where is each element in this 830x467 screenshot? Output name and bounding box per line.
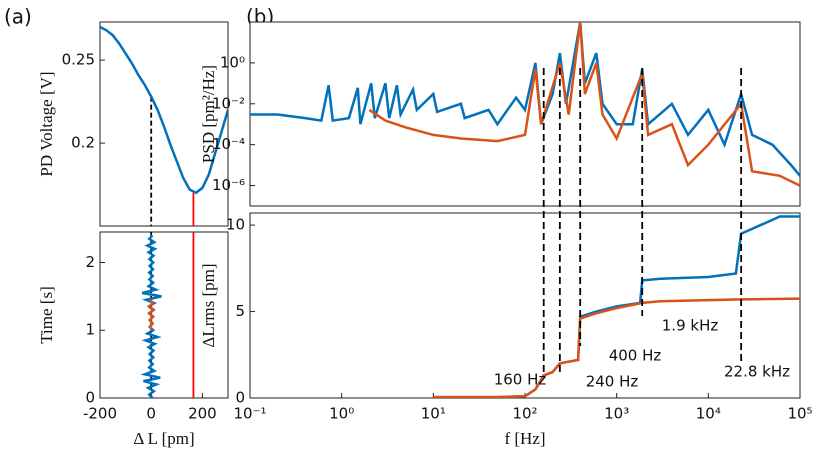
annotation: 400 Hz — [609, 347, 662, 365]
data-line — [100, 25, 228, 195]
y-axis-label: PSD [pm²/Hz] — [199, 65, 218, 163]
x-tick-label: 10² — [512, 405, 537, 423]
y-axis-label: ΔLrms [pm] — [199, 263, 218, 347]
y-tick-label: 5 — [235, 302, 245, 320]
x-axis-label: Δ L [pm] — [133, 429, 194, 448]
plot-frame — [249, 21, 801, 207]
y-tick-label: 10⁻⁶ — [212, 176, 245, 194]
x-tick-label: 10³ — [604, 405, 629, 423]
y-tick-label: 0 — [235, 389, 245, 407]
y-axis-label: Time [s] — [37, 286, 56, 343]
x-tick-label: 10⁵ — [787, 405, 812, 423]
data-line — [368, 22, 800, 187]
data-line — [146, 299, 156, 331]
x-tick-label: 10⁴ — [696, 405, 721, 423]
annotation: 240 Hz — [586, 373, 639, 391]
x-tick-label: 200 — [188, 405, 217, 423]
data-line — [433, 297, 800, 398]
x-tick-label: 10⁻¹ — [233, 405, 266, 423]
x-tick-label: 0 — [146, 405, 156, 423]
y-tick-label: 10⁻² — [212, 94, 245, 112]
x-axis-label: f [Hz] — [504, 429, 545, 448]
y-tick-label: 0.2 — [71, 134, 95, 152]
y-tick-label: 10 — [226, 216, 245, 234]
x-tick-label: 10⁰ — [329, 405, 354, 423]
y-tick-label: 10⁻⁴ — [212, 135, 245, 153]
plot-frame — [99, 231, 229, 399]
x-tick-label: -200 — [83, 405, 117, 423]
x-tick-label: 10¹ — [421, 405, 446, 423]
y-tick-label: 10⁰ — [220, 53, 245, 71]
plot-frame — [249, 212, 801, 399]
y-tick-label: 2 — [85, 253, 95, 271]
data-line — [250, 22, 800, 177]
y-axis-label: PD Voltage [V] — [37, 71, 56, 176]
y-tick-label: 1 — [85, 321, 95, 339]
annotation: 160 Hz — [494, 371, 547, 389]
y-tick-label: 0 — [85, 389, 95, 407]
annotation: 1.9 kHz — [662, 317, 719, 335]
y-tick-label: 0.25 — [62, 51, 95, 69]
panel-label: (a) — [4, 5, 32, 29]
annotation: 22.8 kHz — [724, 363, 790, 381]
